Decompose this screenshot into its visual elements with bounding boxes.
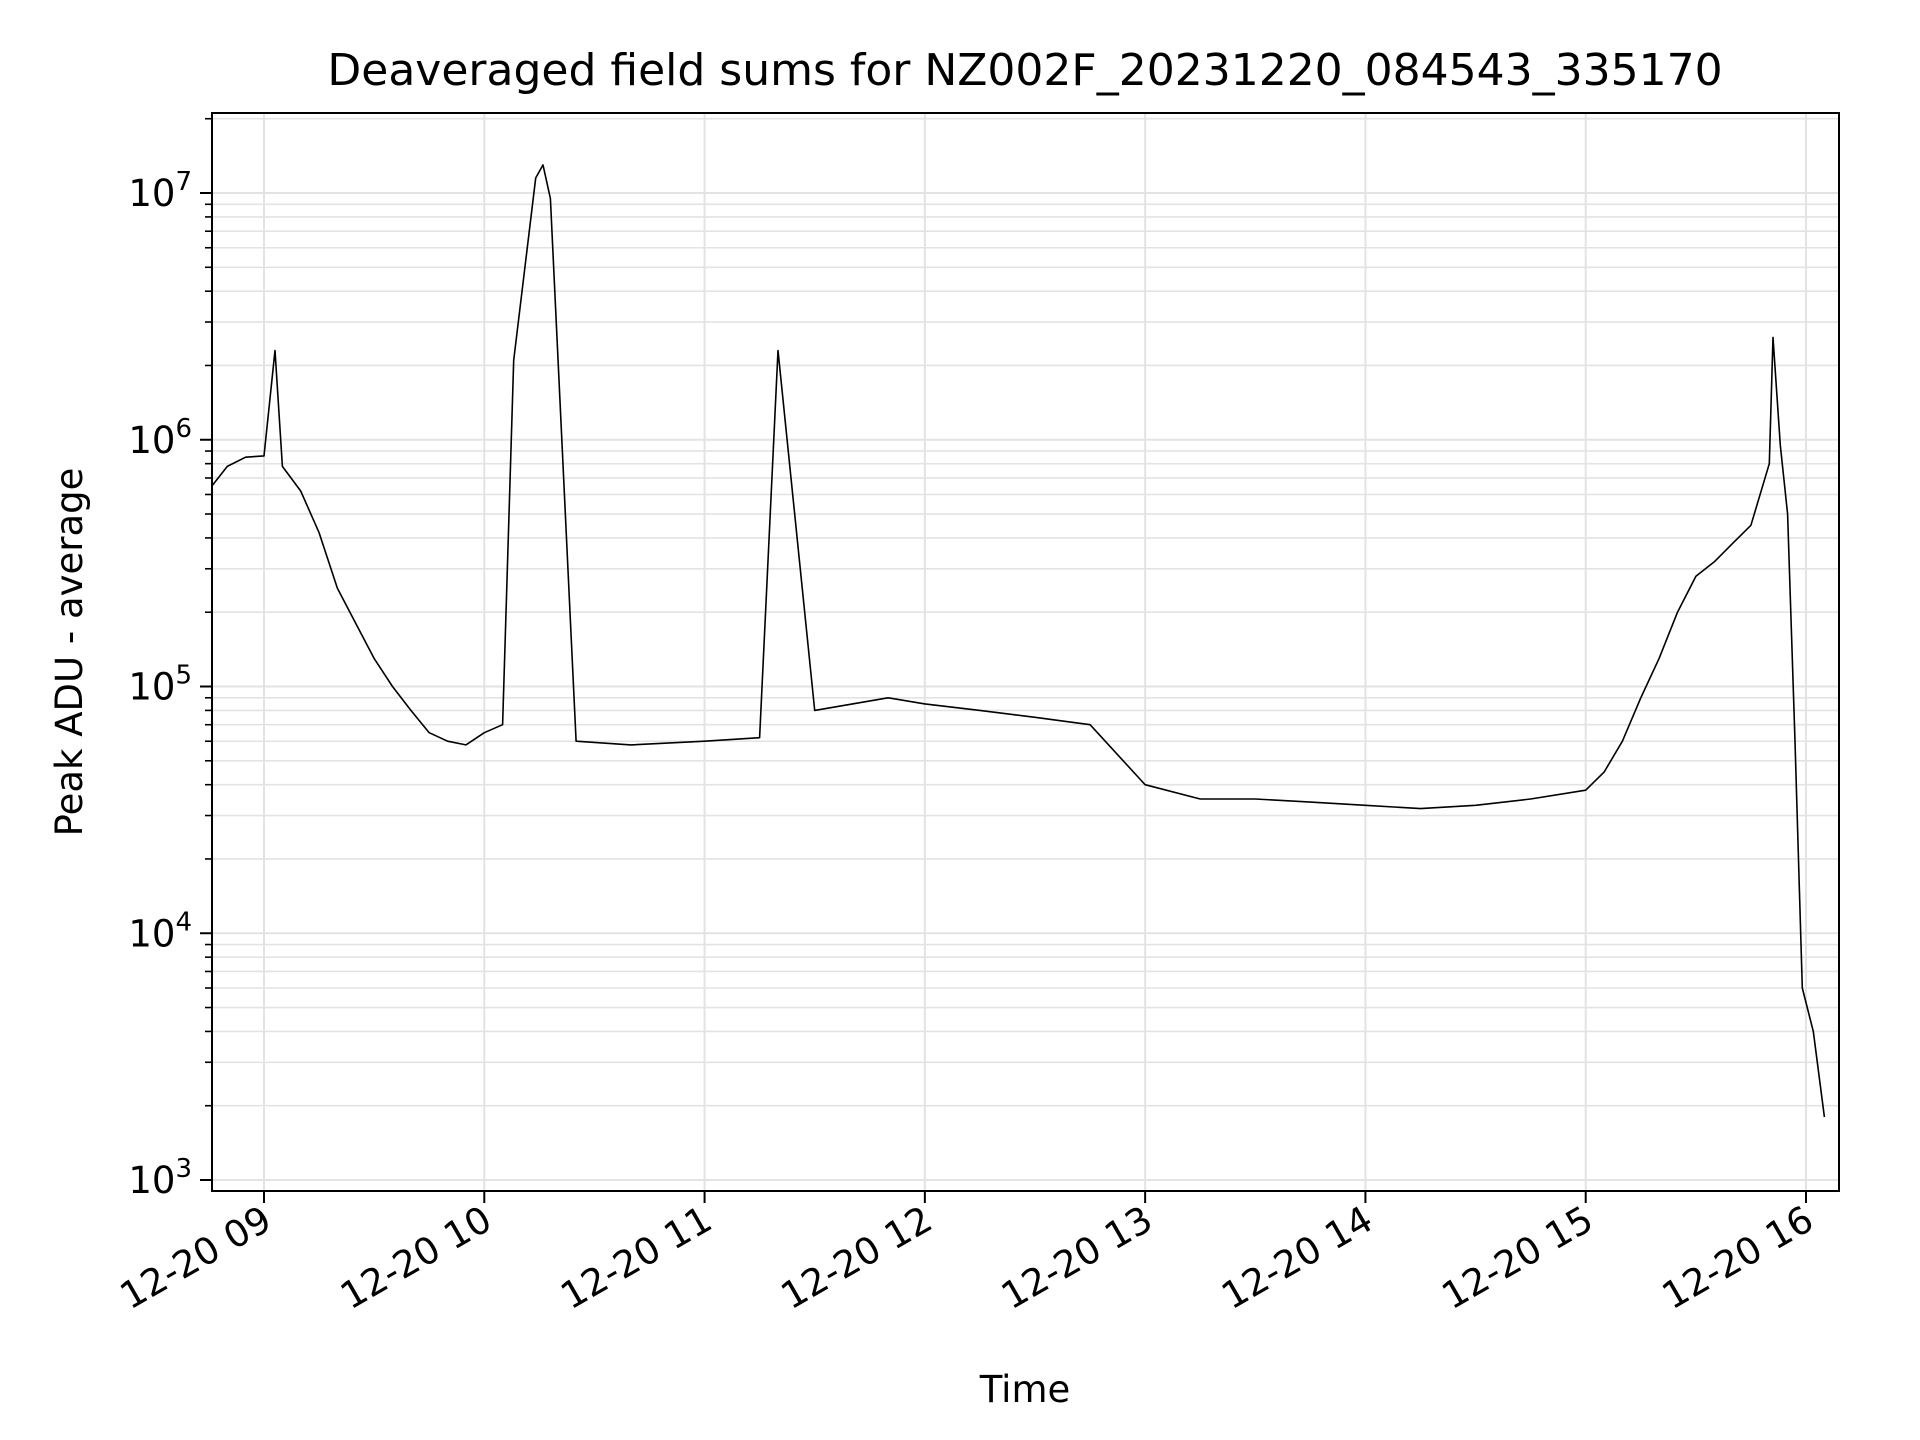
y-tick-label: 105: [128, 661, 192, 709]
series-line: [211, 164, 1826, 1118]
x-axis-label: Time: [979, 1368, 1071, 1411]
y-tick-base: 10: [128, 912, 175, 955]
y-tick-base: 10: [128, 1159, 175, 1202]
y-tick-exponent: 5: [175, 661, 192, 691]
y-tick-label: 107: [128, 167, 192, 215]
series-layer: [211, 164, 1826, 1118]
y-tick-exponent: 3: [175, 1154, 192, 1184]
y-axis-label: Peak ADU - average: [48, 468, 91, 837]
y-tick-exponent: 4: [175, 907, 192, 937]
y-tick-label: 106: [128, 414, 192, 462]
plot-frame: [211, 112, 1840, 1192]
y-tick-exponent: 6: [175, 414, 192, 444]
y-tick-base: 10: [128, 419, 175, 462]
y-tick-exponent: 7: [175, 167, 192, 197]
y-tick-base: 10: [128, 172, 175, 215]
y-tick-base: 10: [128, 666, 175, 709]
y-tick-label: 104: [128, 907, 192, 955]
chart-title: Deaveraged field sums for NZ002F_2023122…: [327, 45, 1722, 96]
y-tick-label: 103: [128, 1154, 192, 1202]
grid-layer: [212, 113, 1839, 1191]
